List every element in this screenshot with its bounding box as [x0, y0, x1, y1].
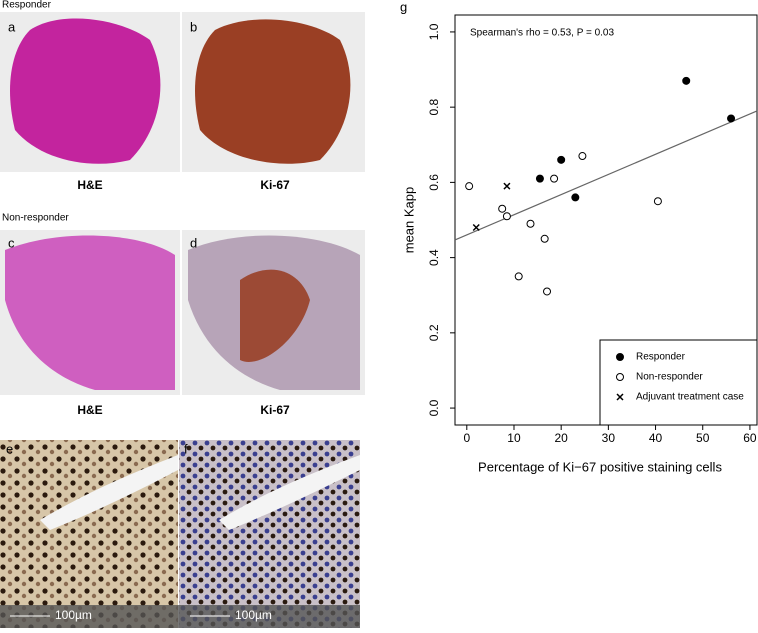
y-axis-label: mean Kapp [401, 187, 416, 254]
caption: Ki-67 [260, 178, 290, 192]
legend-marker [616, 393, 624, 401]
scale-label: 100µm [55, 608, 92, 622]
panel-label: e [6, 441, 13, 456]
caption: H&E [77, 403, 102, 417]
point [571, 193, 580, 202]
point [503, 182, 511, 190]
point [682, 76, 691, 85]
point [472, 223, 480, 232]
panel-label: f [184, 441, 188, 456]
x-tick-label: 30 [602, 431, 616, 445]
y-tick-label: 0.8 [427, 98, 441, 115]
caption: Ki-67 [260, 403, 290, 417]
point [526, 219, 535, 228]
panel-label: g [400, 0, 407, 14]
y-tick-label: 0.0 [427, 399, 441, 416]
x-tick-label: 60 [743, 431, 757, 445]
annotation: Spearman's rho = 0.53, P = 0.03 [470, 28, 614, 39]
point [498, 204, 507, 213]
point [557, 155, 566, 164]
y-tick-label: 0.6 [427, 174, 441, 191]
panel-label: c [8, 235, 15, 250]
tissue [240, 269, 310, 362]
x-tick-label: 50 [696, 431, 710, 445]
point [578, 152, 587, 161]
point [550, 174, 559, 183]
y-tick-label: 1.0 [427, 23, 441, 40]
x-tick-label: 20 [554, 431, 568, 445]
legend-box [599, 339, 758, 426]
panel-label: d [190, 235, 197, 250]
point [540, 234, 549, 243]
x-axis-label: Percentage of Ki−67 positive staining ce… [478, 459, 722, 474]
y-tick-label: 0.4 [427, 249, 441, 266]
point [514, 272, 523, 281]
scale-band [0, 605, 360, 628]
scale-label: 100µm [235, 608, 272, 622]
panel-label: b [190, 19, 197, 34]
x-tick-label: 10 [507, 431, 521, 445]
point [653, 197, 662, 206]
caption: H&E [77, 178, 102, 192]
fit-line [454, 110, 758, 241]
x-tick-label: 0 [463, 431, 470, 445]
point [465, 182, 474, 191]
legend-marker [616, 353, 624, 361]
lumen [40, 455, 178, 530]
tissue [195, 19, 351, 164]
tissue [10, 18, 161, 164]
legend-label: Responder [636, 352, 686, 363]
legend-label: Adjuvant treatment case [636, 392, 744, 403]
group-heading: Non-responder [2, 213, 69, 224]
point [727, 114, 736, 123]
point [543, 287, 552, 296]
y-tick-label: 0.2 [427, 324, 441, 341]
point [502, 212, 511, 221]
tissue [5, 235, 175, 390]
lumen [219, 455, 360, 530]
legend-label: Non-responder [636, 372, 703, 383]
legend-marker [616, 373, 624, 381]
group-heading: Responder [2, 0, 52, 11]
x-tick-label: 40 [649, 431, 663, 445]
panel-label: a [8, 19, 16, 34]
point [535, 174, 544, 183]
